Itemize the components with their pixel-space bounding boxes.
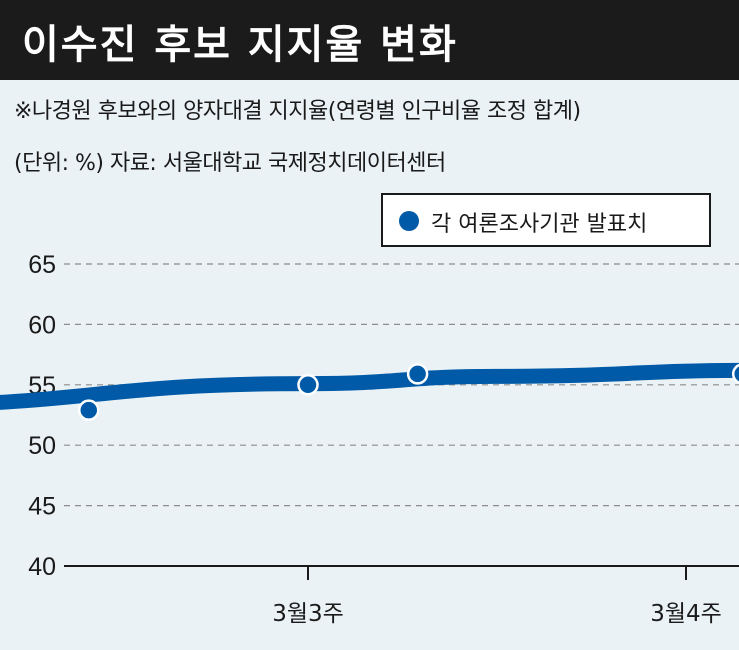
title-bar: 이수진 후보 지지율 변화	[0, 0, 739, 80]
chart-subtitle: ※나경원 후보와의 양자대결 지지율(연령별 인구비율 조정 합계)	[14, 99, 581, 124]
x-tick-label: 3월4주	[650, 601, 722, 627]
data-point	[297, 374, 319, 396]
legend: 각 여론조사기관 발표치	[381, 193, 711, 247]
chart-title: 이수진 후보 지지율 변화	[22, 22, 458, 68]
trend-line	[0, 362, 739, 410]
legend-marker-icon	[399, 211, 419, 231]
y-tick-label: 45	[28, 493, 56, 521]
legend-label: 각 여론조사기관 발표치	[431, 212, 648, 237]
data-point	[78, 399, 100, 421]
x-tick-label: 3월3주	[272, 601, 344, 627]
y-tick-label: 50	[28, 432, 56, 460]
y-tick-label: 65	[28, 251, 56, 279]
y-tick-label: 40	[28, 553, 56, 581]
unit-and-source: (단위: %) 자료: 서울대학교 국제정치데이터센터	[14, 151, 446, 176]
y-tick-label: 60	[28, 311, 56, 339]
data-point	[731, 363, 739, 385]
data-point	[406, 363, 429, 385]
